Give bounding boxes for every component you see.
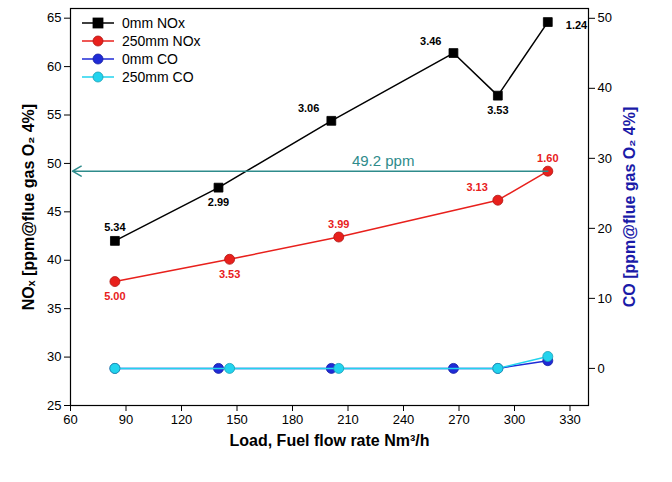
html-text:250mm NOx: 250mm NOx: [122, 33, 201, 49]
html-text:250mm CO: 250mm CO: [122, 69, 194, 85]
html-text:0mm CO: 0mm CO: [122, 51, 178, 67]
svg-text:210: 210: [337, 412, 359, 427]
svg-text:60: 60: [63, 412, 77, 427]
svg-text:49.2 ppm: 49.2 ppm: [352, 152, 415, 169]
svg-text:180: 180: [282, 412, 304, 427]
svg-text:5.00: 5.00: [104, 290, 125, 302]
svg-text:3.06: 3.06: [298, 102, 319, 114]
svg-text:Load, Fuel flow rate Nm³/h: Load, Fuel flow rate Nm³/h: [229, 432, 429, 449]
svg-text:40: 40: [598, 80, 612, 95]
svg-text:65: 65: [47, 10, 61, 25]
svg-text:55: 55: [47, 107, 61, 122]
svg-text:2.99: 2.99: [208, 196, 229, 208]
svg-text:50: 50: [47, 156, 61, 171]
svg-text:30: 30: [598, 150, 612, 165]
svg-text:50: 50: [598, 10, 612, 25]
svg-text:150: 150: [226, 412, 248, 427]
html-text:0mm NOx: 0mm NOx: [122, 15, 185, 31]
svg-text:CO [ppm@flue gas O₂ 4%]: CO [ppm@flue gas O₂ 4%]: [621, 107, 638, 308]
svg-text:25: 25: [47, 398, 61, 413]
svg-text:3.13: 3.13: [466, 181, 487, 193]
svg-text:30: 30: [47, 349, 61, 364]
svg-text:3.53: 3.53: [219, 268, 240, 280]
svg-text:3.46: 3.46: [420, 35, 441, 47]
svg-text:300: 300: [504, 412, 526, 427]
svg-text:20: 20: [598, 221, 612, 236]
svg-text:90: 90: [119, 412, 133, 427]
svg-text:240: 240: [393, 412, 415, 427]
svg-text:270: 270: [448, 412, 470, 427]
svg-text:1.60: 1.60: [537, 152, 558, 164]
svg-text:1.24: 1.24: [566, 19, 588, 31]
svg-text:NOₓ [ppm@flue gas O₂ 4%]: NOₓ [ppm@flue gas O₂ 4%]: [20, 104, 37, 310]
svg-text:3.99: 3.99: [328, 218, 349, 230]
svg-text:120: 120: [171, 412, 193, 427]
svg-text:5.34: 5.34: [104, 221, 126, 233]
svg-text:10: 10: [598, 291, 612, 306]
svg-text:40: 40: [47, 252, 61, 267]
svg-text:3.53: 3.53: [487, 104, 508, 116]
svg-text:60: 60: [47, 59, 61, 74]
svg-text:35: 35: [47, 301, 61, 316]
svg-text:330: 330: [559, 412, 581, 427]
svg-text:45: 45: [47, 204, 61, 219]
svg-text:0: 0: [598, 361, 605, 376]
